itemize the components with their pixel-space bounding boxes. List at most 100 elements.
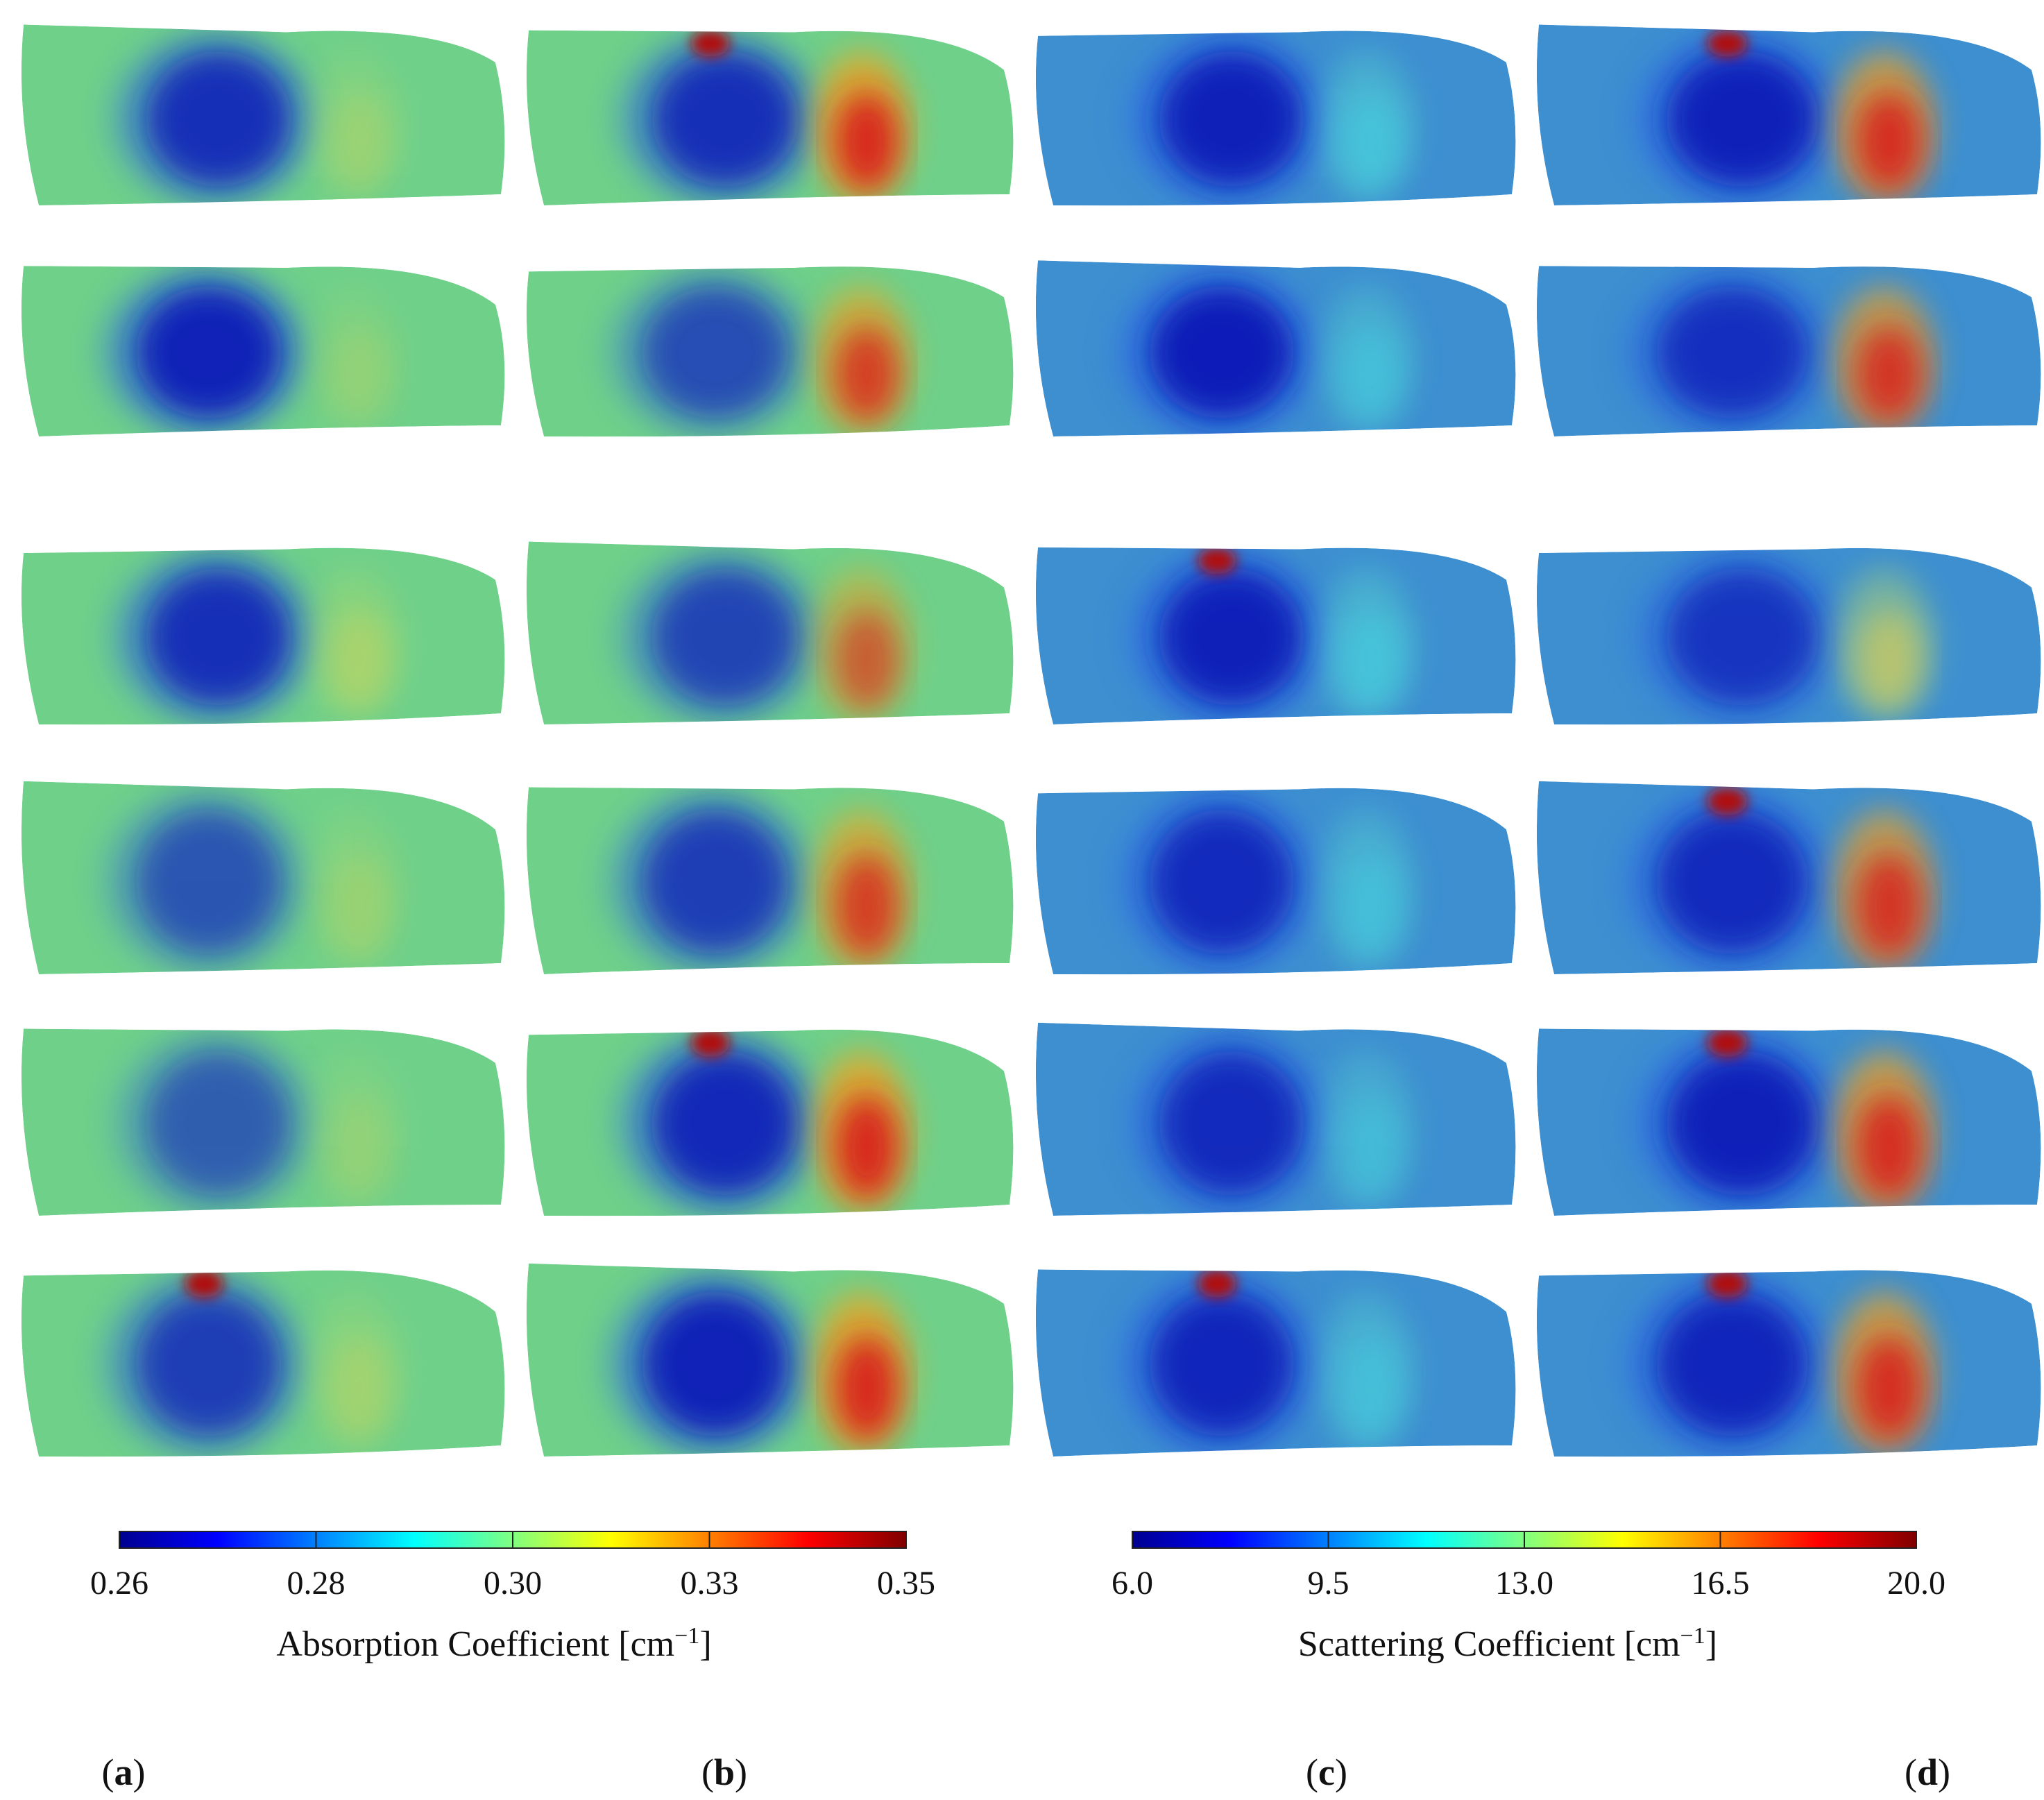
secondary-region bbox=[327, 1336, 391, 1441]
scattering-tick-label: 13.0 bbox=[1495, 1565, 1553, 1602]
secondary-region bbox=[1856, 1095, 1923, 1200]
map-a-6 bbox=[21, 1270, 505, 1457]
secondary-region bbox=[1340, 1336, 1403, 1441]
map-a-3 bbox=[21, 547, 505, 725]
lesion-region bbox=[1159, 51, 1304, 187]
secondary-region bbox=[835, 854, 899, 958]
hotspot bbox=[1707, 30, 1748, 57]
secondary-region bbox=[327, 854, 391, 958]
hotspot bbox=[1707, 1028, 1748, 1058]
lesion-region bbox=[1666, 568, 1819, 706]
lesion-region bbox=[1656, 1291, 1809, 1437]
lesion-region bbox=[651, 1051, 799, 1196]
absorption-tick-label: 0.33 bbox=[681, 1565, 739, 1602]
absorption-tick-label: 0.28 bbox=[287, 1565, 346, 1602]
hotspot bbox=[1198, 1269, 1236, 1298]
map-grid bbox=[21, 24, 2041, 1457]
lesion-region bbox=[1666, 51, 1819, 187]
map-d-2 bbox=[1536, 266, 2041, 436]
secondary-region bbox=[1340, 854, 1403, 958]
secondary-region bbox=[1856, 1336, 1923, 1441]
hotspot bbox=[185, 1270, 223, 1298]
lesion-region bbox=[1656, 286, 1809, 419]
map-b-2 bbox=[526, 266, 1014, 437]
hotspot bbox=[1707, 1270, 1748, 1298]
lesion-region bbox=[651, 51, 799, 187]
secondary-region bbox=[835, 1095, 899, 1200]
scattering-tick-label: 6.0 bbox=[1112, 1565, 1153, 1602]
panel-label-a: (a) bbox=[102, 1751, 146, 1793]
map-b-3 bbox=[526, 541, 1014, 724]
secondary-region bbox=[1856, 92, 1923, 191]
hotspot bbox=[1198, 547, 1236, 575]
map-c-4 bbox=[1035, 788, 1516, 975]
map-d-3 bbox=[1536, 547, 2041, 725]
map-d-5 bbox=[1536, 1028, 2041, 1216]
lesion-region bbox=[1159, 1051, 1304, 1196]
scattering-tick-label: 20.0 bbox=[1887, 1565, 1945, 1602]
map-c-1 bbox=[1035, 31, 1516, 206]
map-d-1 bbox=[1536, 24, 2041, 205]
secondary-region bbox=[1856, 854, 1923, 958]
secondary-region bbox=[327, 610, 391, 710]
secondary-region bbox=[327, 1095, 391, 1200]
lesion-region bbox=[642, 286, 789, 419]
lesion-region bbox=[136, 1291, 282, 1437]
map-a-5 bbox=[21, 1028, 505, 1216]
map-c-3 bbox=[1035, 547, 1516, 724]
absorption-tick-label: 0.26 bbox=[90, 1565, 148, 1602]
secondary-region bbox=[835, 610, 899, 710]
lesion-region bbox=[1149, 286, 1295, 419]
absorption-tick-label: 0.35 bbox=[877, 1565, 935, 1602]
map-d-4 bbox=[1536, 781, 2041, 974]
map-c-5 bbox=[1035, 1022, 1516, 1216]
lesion-region bbox=[1656, 809, 1809, 955]
map-b-1 bbox=[526, 30, 1014, 205]
lesion-region bbox=[146, 568, 291, 706]
panel-label-d: (d) bbox=[1905, 1751, 1950, 1793]
lesion-region bbox=[146, 51, 291, 187]
map-c-2 bbox=[1035, 260, 1516, 436]
secondary-region bbox=[1340, 326, 1403, 423]
hotspot bbox=[1707, 787, 1748, 816]
map-a-2 bbox=[21, 266, 505, 436]
map-d-6 bbox=[1536, 1270, 2041, 1457]
lesion-region bbox=[651, 568, 799, 706]
secondary-region bbox=[1856, 610, 1923, 710]
scattering-tick-label: 16.5 bbox=[1692, 1565, 1750, 1602]
scattering-tick-label: 9.5 bbox=[1308, 1565, 1349, 1602]
lesion-region bbox=[1149, 809, 1295, 955]
hotspot bbox=[690, 30, 731, 57]
secondary-region bbox=[1340, 1095, 1403, 1200]
absorption-colorbar-label: Absorption Coefficient [cm−1] bbox=[276, 1623, 711, 1665]
panel-label-c: (c) bbox=[1306, 1751, 1347, 1793]
lesion-region bbox=[136, 809, 282, 955]
secondary-region bbox=[327, 92, 391, 191]
map-a-1 bbox=[21, 24, 505, 205]
scattering-colorbar: 6.0 9.5 13.0 16.5 20.0 Scattering Coefficien… bbox=[1112, 1531, 1945, 1664]
secondary-region bbox=[327, 326, 391, 423]
lesion-region bbox=[1666, 1051, 1819, 1196]
lesion-region bbox=[642, 809, 789, 955]
secondary-region bbox=[835, 1336, 899, 1441]
absorption-tick-label: 0.30 bbox=[484, 1565, 542, 1602]
secondary-region bbox=[835, 326, 899, 423]
lesion-region bbox=[1159, 568, 1304, 706]
secondary-region bbox=[1340, 610, 1403, 710]
secondary-region bbox=[1856, 326, 1923, 423]
scattering-colorbar-label: Scattering Coefficient [cm−1] bbox=[1298, 1623, 1717, 1665]
lesion-region bbox=[1149, 1291, 1295, 1437]
panel-label-b: (b) bbox=[701, 1751, 747, 1793]
map-a-4 bbox=[21, 781, 505, 974]
secondary-region bbox=[1340, 92, 1403, 191]
secondary-region bbox=[835, 92, 899, 191]
absorption-colorbar: 0.26 0.28 0.30 0.33 0.35 Absorption Coeffici… bbox=[90, 1531, 935, 1664]
map-b-5 bbox=[526, 1029, 1014, 1216]
lesion-region bbox=[136, 286, 282, 419]
lesion-region bbox=[146, 1051, 291, 1196]
map-b-4 bbox=[526, 787, 1014, 974]
lesion-region bbox=[642, 1291, 789, 1437]
map-c-6 bbox=[1035, 1269, 1516, 1457]
map-b-6 bbox=[526, 1263, 1014, 1457]
